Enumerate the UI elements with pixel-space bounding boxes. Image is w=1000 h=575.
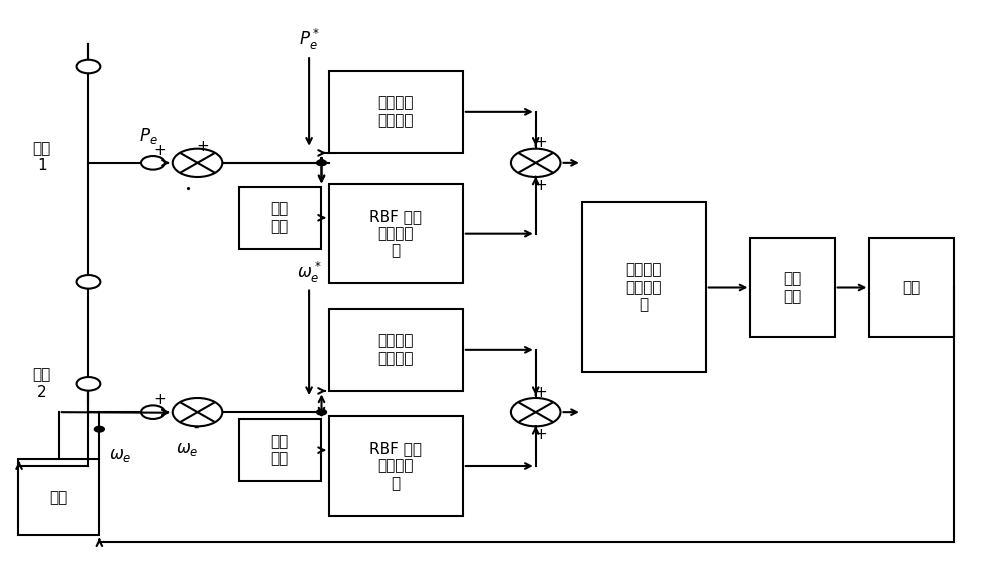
Circle shape	[173, 398, 222, 426]
FancyBboxPatch shape	[239, 187, 321, 249]
Circle shape	[511, 149, 560, 177]
Circle shape	[317, 409, 326, 415]
Circle shape	[94, 426, 104, 432]
Circle shape	[173, 149, 222, 177]
Text: $\bullet$: $\bullet$	[184, 183, 191, 193]
Text: 自更
新律: 自更 新律	[271, 202, 289, 234]
FancyBboxPatch shape	[582, 202, 706, 373]
Text: +: +	[534, 178, 547, 193]
Circle shape	[77, 60, 100, 73]
FancyBboxPatch shape	[329, 184, 463, 283]
Text: +: +	[196, 140, 209, 155]
Text: RBF 神经
网络补偿
器: RBF 神经 网络补偿 器	[369, 441, 422, 491]
Text: 开关
1: 开关 1	[33, 141, 51, 174]
Text: +: +	[534, 427, 547, 442]
Text: +: +	[153, 392, 166, 407]
Circle shape	[77, 275, 100, 289]
Text: 电机: 电机	[50, 490, 68, 505]
Text: RBF 神经
网络补偿
器: RBF 神经 网络补偿 器	[369, 209, 422, 259]
Text: 反馈线性
化控制器: 反馈线性 化控制器	[378, 334, 414, 366]
Text: $P_e^*$: $P_e^*$	[299, 27, 320, 52]
Text: 电机: 电机	[902, 280, 921, 295]
Text: 自更
新律: 自更 新律	[271, 434, 289, 466]
FancyBboxPatch shape	[329, 71, 463, 153]
Circle shape	[141, 405, 165, 419]
FancyBboxPatch shape	[239, 419, 321, 481]
Circle shape	[317, 160, 326, 166]
Text: 风力机状
态空间模
型: 风力机状 态空间模 型	[626, 263, 662, 312]
FancyBboxPatch shape	[869, 238, 954, 337]
Text: 反馈线性
化控制器: 反馈线性 化控制器	[378, 95, 414, 128]
FancyBboxPatch shape	[329, 309, 463, 391]
Circle shape	[141, 156, 165, 170]
FancyBboxPatch shape	[329, 416, 463, 516]
Circle shape	[77, 377, 100, 390]
FancyBboxPatch shape	[750, 238, 835, 337]
Text: +: +	[534, 385, 547, 400]
FancyBboxPatch shape	[18, 459, 99, 535]
Text: +: +	[534, 136, 547, 151]
Text: $\omega_e$: $\omega_e$	[176, 440, 199, 458]
Text: -: -	[193, 420, 198, 435]
Text: 传动
系统: 传动 系统	[783, 271, 802, 304]
Text: +: +	[153, 143, 166, 158]
Text: $P_e$: $P_e$	[139, 126, 158, 146]
Text: $\omega_e$: $\omega_e$	[109, 446, 132, 464]
Text: $\omega_e^*$: $\omega_e^*$	[297, 259, 321, 285]
Text: 开关
2: 开关 2	[33, 367, 51, 400]
Circle shape	[511, 398, 560, 426]
